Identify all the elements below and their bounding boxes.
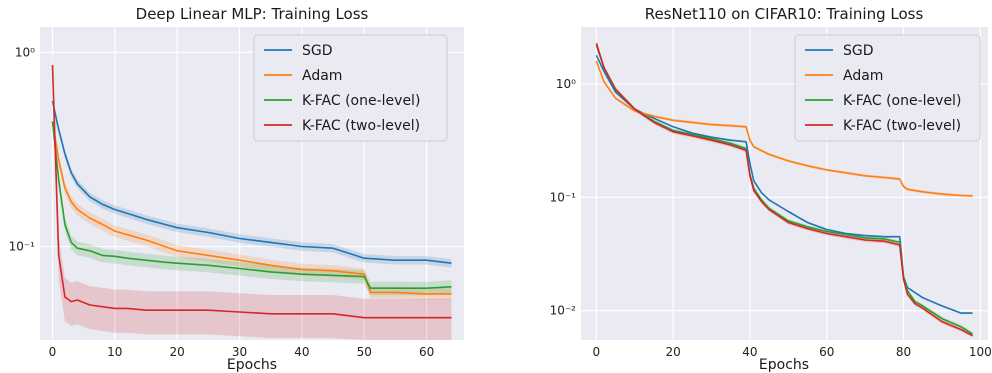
series-line xyxy=(595,60,973,197)
legend-label: K-FAC (two-level) xyxy=(302,118,420,134)
lines-right xyxy=(595,42,974,337)
legend-label: K-FAC (two-level) xyxy=(843,118,961,134)
y-tick-label: 10⁰ xyxy=(15,45,35,59)
legend-label: SGD xyxy=(843,43,874,59)
chart-left: 0 10 20 30 40 50 60 10⁰ 10⁻¹ Deep Linear MLP: T… xyxy=(9,5,464,373)
chart-title-right: ResNet110 on CIFAR10: Training Loss xyxy=(645,5,924,23)
series-line xyxy=(51,64,452,319)
x-tick-label: 10 xyxy=(107,345,122,359)
series-band xyxy=(52,46,452,340)
series-line xyxy=(51,101,452,264)
series-line xyxy=(51,121,452,290)
yticks-right: 10⁰ 10⁻¹ 10⁻² xyxy=(550,77,577,317)
legend-label: K-FAC (one-level) xyxy=(302,93,420,109)
x-tick-label: 100 xyxy=(969,345,992,359)
legend-left: SGD Adam K-FAC (one-level) K-FAC (two-level… xyxy=(253,34,448,142)
series-band xyxy=(52,97,452,268)
legend-label: Adam xyxy=(302,68,342,84)
xticks-right: 0 20 40 60 80 100 xyxy=(593,345,992,359)
x-tick-label: 20 xyxy=(666,345,681,359)
xticks-left: 0 10 20 30 40 50 60 xyxy=(49,345,435,359)
y-tick-label: 10⁰ xyxy=(556,77,576,91)
series-band xyxy=(52,115,452,300)
x-tick-label: 60 xyxy=(819,345,834,359)
bands-left xyxy=(52,46,452,340)
y-tick-label: 10⁻² xyxy=(550,304,577,318)
x-tick-label: 20 xyxy=(170,345,185,359)
legend-box xyxy=(253,34,448,142)
x-tick-label: 60 xyxy=(419,345,434,359)
y-tick-label: 10⁻¹ xyxy=(9,240,36,254)
yticks-left: 10⁰ 10⁻¹ xyxy=(9,45,36,253)
x-tick-label: 0 xyxy=(49,345,57,359)
x-tick-label: 50 xyxy=(357,345,372,359)
legend-right: SGD Adam K-FAC (one-level) K-FAC (two-level… xyxy=(794,34,981,142)
legend-label: K-FAC (one-level) xyxy=(843,93,961,109)
chart-title-left: Deep Linear MLP: Training Loss xyxy=(136,5,369,23)
x-tick-label: 0 xyxy=(593,345,601,359)
x-axis-label-right: Epochs xyxy=(759,357,809,373)
series-line xyxy=(595,45,974,335)
x-tick-label: 40 xyxy=(294,345,309,359)
legend-label: SGD xyxy=(302,43,333,59)
x-axis-label-left: Epochs xyxy=(227,357,277,373)
series-line xyxy=(595,42,973,337)
x-tick-label: 30 xyxy=(232,345,247,359)
chart-right: 0 20 40 60 80 100 10⁰ 10⁻¹ 10⁻² ResNet110 on CI… xyxy=(550,5,992,373)
legend-label: Adam xyxy=(843,68,883,84)
y-tick-label: 10⁻¹ xyxy=(550,190,577,204)
legend-box xyxy=(794,34,981,142)
x-tick-label: 80 xyxy=(896,345,911,359)
x-tick-label: 40 xyxy=(742,345,757,359)
lines-left xyxy=(51,64,452,319)
